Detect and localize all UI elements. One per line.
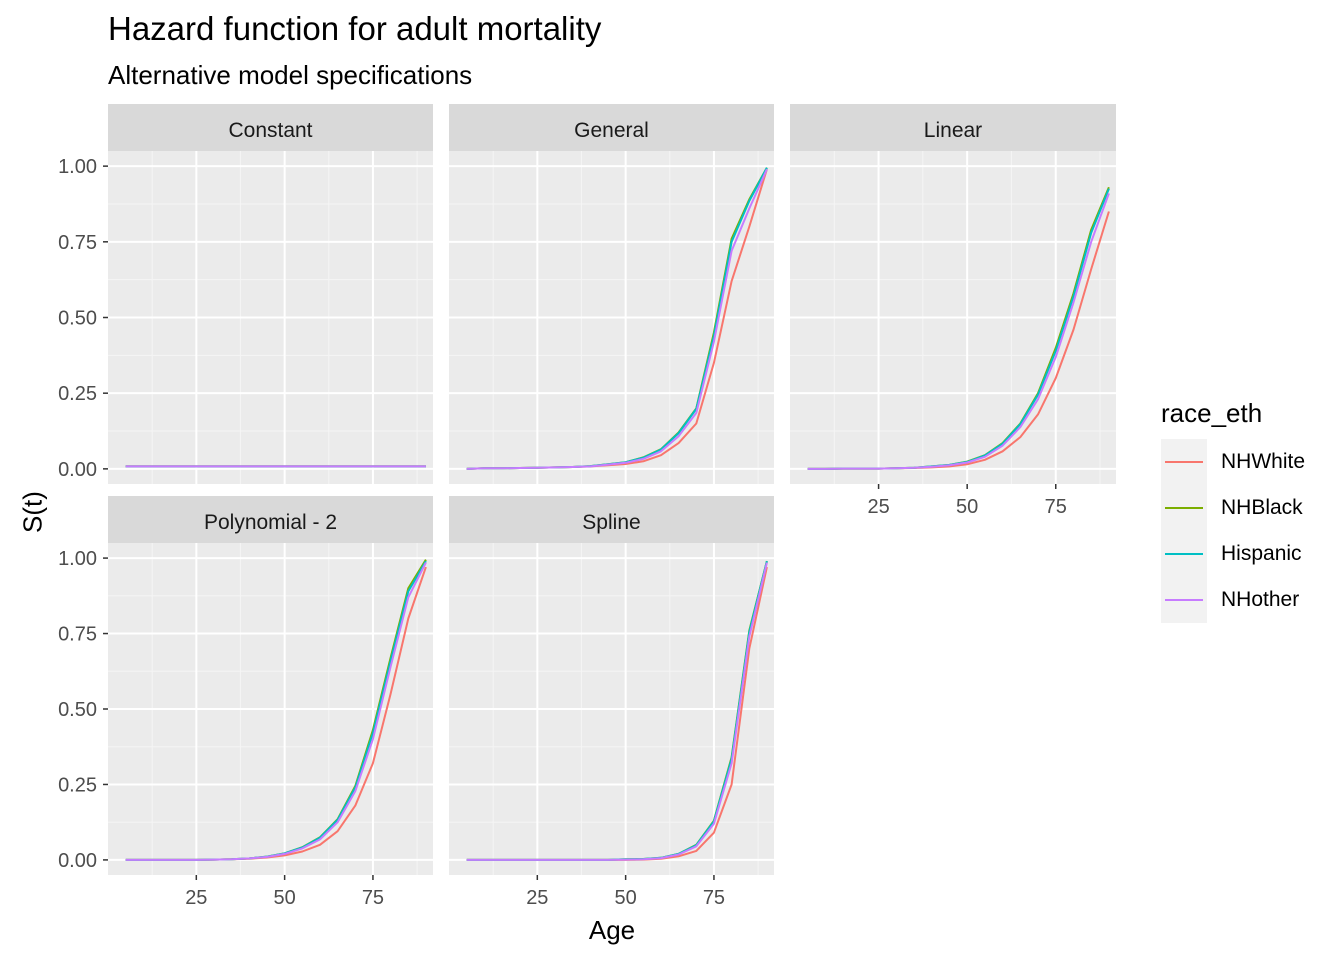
series-line-nhother <box>125 562 427 861</box>
legend-item-nhwhite: NHWhite <box>1161 439 1305 485</box>
series-line-nhother <box>466 168 768 470</box>
legend-key <box>1161 577 1207 623</box>
legend-label: Hispanic <box>1221 542 1302 565</box>
legend-label: NHother <box>1221 588 1300 611</box>
y-tick-label: 0.00 <box>58 459 97 481</box>
y-tick-label: 0.50 <box>58 699 97 721</box>
chart-title: Hazard function for adult mortality <box>108 10 602 47</box>
series-line-nhother <box>466 562 768 861</box>
y-tick-label: 1.00 <box>58 156 97 178</box>
facet-strip <box>108 496 433 543</box>
x-tick-label: 25 <box>185 887 207 909</box>
facet-strip <box>108 104 433 151</box>
x-tick-label: 75 <box>703 887 725 909</box>
x-tick-label: 75 <box>362 887 384 909</box>
facet-strip <box>790 104 1116 151</box>
facet-strip <box>449 104 774 151</box>
legend-item-hispanic: Hispanic <box>1161 531 1305 577</box>
facet-strip-label: Polynomial - 2 <box>204 511 337 534</box>
legend-item-nhblack: NHBlack <box>1161 485 1305 531</box>
y-tick-label: 1.00 <box>58 548 97 570</box>
y-axis-title: S(t) <box>17 491 48 533</box>
facet-strip-label: Linear <box>924 119 982 142</box>
legend-swatch <box>1165 553 1203 555</box>
legend-swatch <box>1165 599 1203 601</box>
series-line-nhother <box>807 193 1110 470</box>
x-tick-label: 75 <box>1045 496 1067 518</box>
legend-title: race_eth <box>1161 398 1263 428</box>
legend: race_eth NHWhite NHBlack Hispanic NHothe… <box>1161 398 1305 623</box>
y-tick-label: 0.25 <box>58 774 97 796</box>
chart-subtitle: Alternative model specifications <box>108 60 473 90</box>
legend-key <box>1161 439 1207 485</box>
y-tick-label: 0.75 <box>58 232 97 254</box>
x-tick-label: 50 <box>956 496 978 518</box>
legend-item-nhother: NHother <box>1161 577 1305 623</box>
facet-strip-label: Constant <box>228 119 312 142</box>
legend-key <box>1161 531 1207 577</box>
legend-label: NHBlack <box>1221 496 1303 519</box>
y-tick-label: 0.25 <box>58 383 97 405</box>
legend-label: NHWhite <box>1221 450 1306 473</box>
facet-strip <box>449 496 774 543</box>
facet-strip-label: General <box>574 119 649 142</box>
y-tick-label: 0.75 <box>58 624 97 646</box>
legend-swatch <box>1165 507 1203 509</box>
legend-key <box>1161 485 1207 531</box>
x-tick-label: 25 <box>526 887 548 909</box>
y-tick-label: 0.00 <box>58 850 97 872</box>
y-tick-label: 0.50 <box>58 308 97 330</box>
x-axis-title: Age <box>588 915 636 945</box>
x-tick-label: 50 <box>615 887 637 909</box>
legend-swatch <box>1165 461 1203 463</box>
x-tick-label: 25 <box>867 496 889 518</box>
x-tick-label: 50 <box>274 887 296 909</box>
facet-strip-label: Spline <box>582 511 640 534</box>
